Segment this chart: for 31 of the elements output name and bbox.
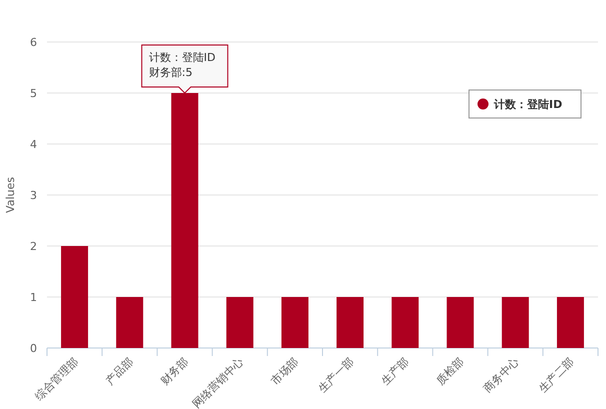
y-tick-label: 1 — [30, 291, 37, 304]
bar — [116, 297, 144, 348]
x-tick-label: 产品部 — [103, 354, 136, 388]
x-tick-label: 市场部 — [268, 354, 302, 388]
x-tick-label: 财务部 — [158, 354, 191, 388]
bar — [226, 297, 254, 348]
y-tick-label: 3 — [30, 189, 37, 202]
bar — [392, 297, 419, 348]
x-tick-label: 网络营销中心 — [190, 354, 246, 409]
bar — [446, 297, 474, 348]
bar — [336, 297, 364, 348]
bar — [556, 297, 584, 348]
y-tick-label: 2 — [30, 240, 37, 253]
x-tick-label: 质检部 — [434, 354, 466, 388]
y-tick-label: 0 — [30, 342, 37, 355]
x-tick-label: 生产部 — [378, 354, 412, 388]
bar — [281, 297, 308, 348]
y-tick-label: 5 — [30, 87, 37, 100]
y-tick-label: 6 — [30, 36, 37, 49]
bar — [61, 246, 88, 348]
x-tick-label: 生产一部 — [316, 354, 356, 396]
annotation: 计数：登陆ID — [148, 51, 216, 64]
y-axis-title: Values — [4, 176, 17, 213]
x-tick-label: 商务中心 — [481, 354, 522, 396]
bar — [502, 297, 529, 348]
legend-label: 计数：登陆ID — [493, 98, 562, 111]
x-tick-label: 综合管理部 — [32, 354, 81, 404]
x-tick-label: 生产二部 — [536, 354, 577, 396]
y-tick-label: 4 — [30, 138, 37, 151]
annotation: 财务部:5 — [148, 66, 192, 79]
bar — [171, 93, 198, 348]
